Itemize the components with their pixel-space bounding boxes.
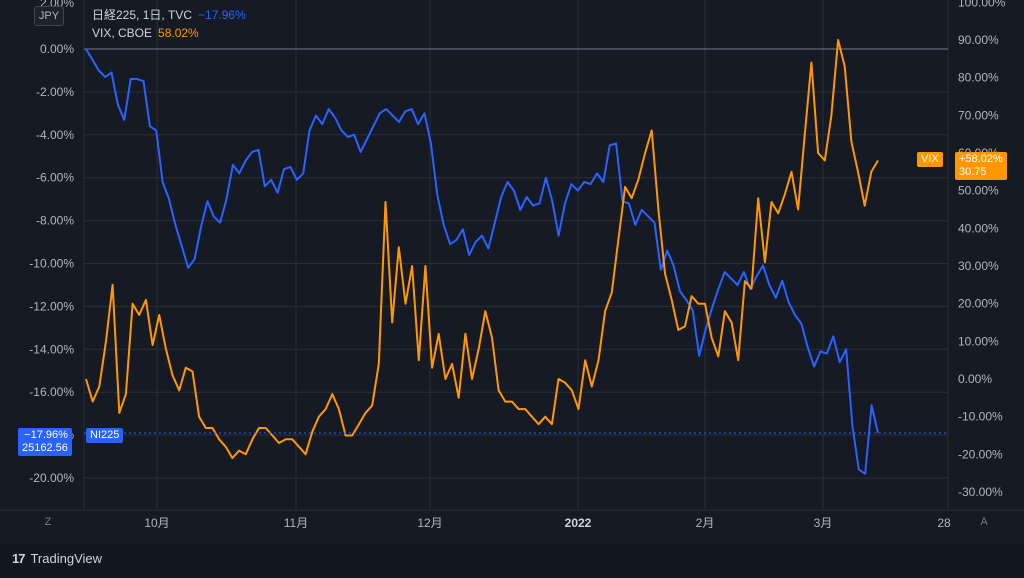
x-tick-label: 11月 — [284, 516, 308, 530]
right-tick-label: 100.00% — [958, 0, 1006, 9]
right-tick-label: -30.00% — [958, 485, 1003, 499]
ni225-name-tag: NI225 — [86, 428, 124, 443]
left-tick-label: -6.00% — [36, 171, 74, 185]
chart-svg[interactable]: 0.00% -2.00% -4.00% -6.00% -8.00% -10.00% -12.… — [0, 0, 1024, 543]
ni225-tag-percent: −17.96% — [24, 429, 68, 441]
right-tick-label: -20.00% — [958, 447, 1003, 461]
tradingview-logo-icon: 17 — [12, 551, 26, 566]
x-tick-label: 12月 — [417, 516, 442, 530]
ni225-value-tag: −17.96% 25162.56 — [18, 428, 72, 456]
right-tick-label: 0.00% — [958, 372, 992, 386]
brand-name: TradingView — [30, 551, 103, 566]
legend-vix-label: VIX, CBOE — [92, 26, 153, 40]
legend-vix-value: 58.02% — [158, 26, 199, 40]
x-tick-label: 28 — [937, 516, 951, 530]
right-tick-label: 40.00% — [958, 221, 999, 235]
right-tick-label: 70.00% — [958, 108, 999, 122]
left-tick-label: -20.00% — [29, 471, 74, 485]
right-tick-label: 20.00% — [958, 297, 999, 311]
left-tick-label: -4.00% — [36, 128, 74, 142]
left-tick-label: -12.00% — [29, 299, 74, 313]
right-tick-label: 50.00% — [958, 184, 999, 198]
left-tick-label: 0.00% — [40, 42, 74, 56]
vix-name-tag: VIX — [917, 152, 943, 167]
right-tick-label: 10.00% — [958, 334, 999, 348]
ni225-tag-price: 25162.56 — [22, 442, 68, 454]
legend-row-vix[interactable]: VIX, CBOE 58.02% — [92, 24, 246, 42]
x-tick-label: 10月 — [144, 516, 169, 530]
left-tick-label: -10.00% — [29, 257, 74, 271]
left-tick-label: -14.00% — [29, 342, 74, 356]
left-tick-label: -2.00% — [36, 85, 74, 99]
legend-ni225-label: 日経225, 1日, TVC — [92, 8, 193, 22]
x-tick-label: 3月 — [814, 516, 833, 530]
left-tick-label-partial: 2.00% — [40, 0, 74, 10]
x-tick-label: 2月 — [696, 516, 715, 530]
vix-tag-price: 30.75 — [959, 166, 987, 178]
brand[interactable]: 17 TradingView — [12, 551, 102, 566]
legend-row-ni225[interactable]: 日経225, 1日, TVC −17.96% — [92, 6, 246, 24]
x-tick-label: 2022 — [565, 516, 592, 530]
legend: 日経225, 1日, TVC −17.96% VIX, CBOE 58.02% — [92, 6, 246, 42]
legend-ni225-value: −17.96% — [198, 8, 246, 22]
right-tick-label: -10.00% — [958, 410, 1003, 424]
right-axis-auto-button[interactable]: A — [980, 516, 988, 528]
right-tick-label: 90.00% — [958, 33, 999, 47]
vix-value-tag: +58.02% 30.75 — [955, 152, 1007, 180]
right-tick-label: 80.00% — [958, 71, 999, 85]
footer — [0, 543, 1024, 578]
chart-area[interactable] — [0, 0, 1024, 543]
vix-tag-percent: +58.02% — [959, 153, 1003, 165]
right-tick-label: 30.00% — [958, 259, 999, 273]
ni225-series-line[interactable] — [85, 48, 879, 475]
left-tick-label: -16.00% — [29, 385, 74, 399]
vix-series-line[interactable] — [85, 39, 879, 460]
left-axis-auto-button[interactable]: Z — [44, 516, 52, 528]
currency-button[interactable]: JPY — [34, 6, 64, 26]
left-tick-label: -8.00% — [36, 214, 74, 228]
